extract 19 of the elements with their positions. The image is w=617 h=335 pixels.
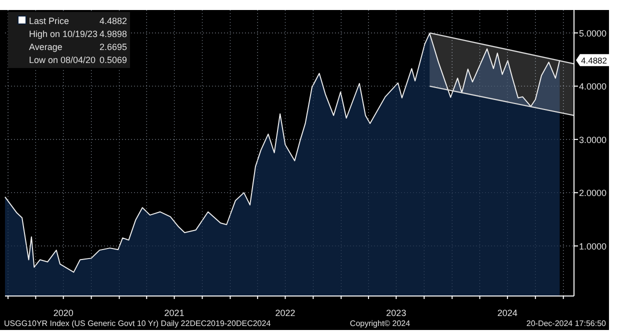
x-tick-label: 2022 [275,308,296,318]
annotation: 4.4882 [99,16,127,26]
annotation: Low on 08/04/20 0.5069 [29,55,127,65]
y-tick-label: 2.0000 [579,188,607,198]
legend-label: Last Price [29,16,70,26]
y-tick-label: 4.0000 [579,82,607,92]
text: USGG10YR Index (US Generic Govt 10 Yr) Daily 22DEC2019-20DEC2024 [4,319,272,328]
x-tick-label: 2020 [53,308,74,318]
y-tick-label: 1.0000 [579,241,607,252]
annotation: 4.4882 [581,56,608,66]
x-tick-label: 2021 [164,308,184,318]
text: Average 2.6695 [29,42,127,52]
y-tick-label: 5.0000 [579,28,607,38]
annotation: High on 10/19/23 4.9898 [29,29,127,39]
x-tick-label: 2023 [386,308,406,318]
y-tick-label: 3.0000 [579,134,607,145]
text: 20-Dec-2024 17:56:50 [526,319,607,328]
x-tick-label: 2024 [497,308,518,318]
text: Copyright© 2024 [350,319,411,328]
